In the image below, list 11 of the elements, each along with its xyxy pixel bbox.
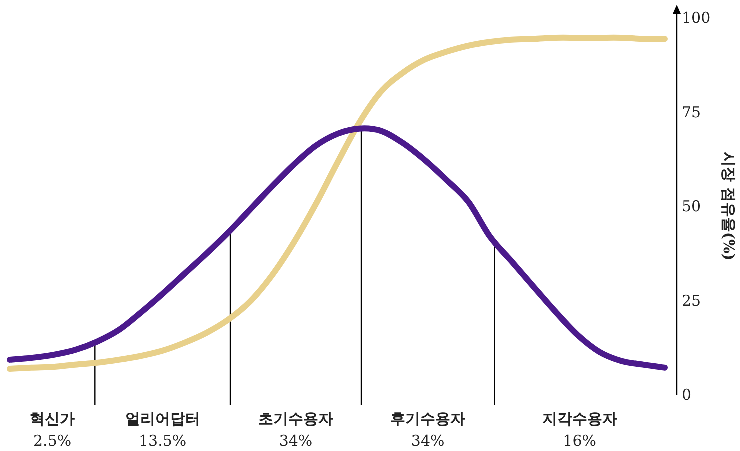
text: 혁신가 2.5% xyxy=(30,410,76,450)
text: 얼리어답터 13.5% xyxy=(125,410,200,450)
y-axis-title: 시장 점유율(%) xyxy=(720,152,738,261)
text: 지각수용자 16% xyxy=(542,410,618,450)
text: 초기수용자 34% xyxy=(258,410,334,450)
y-tick-label: 50 xyxy=(682,198,702,216)
y-tick-label: 0 xyxy=(682,386,692,404)
y-tick-label: 75 xyxy=(682,103,702,122)
text: 후기수용자 34% xyxy=(390,410,466,450)
y-tick-label: 25 xyxy=(682,292,702,310)
y-tick-label: 100 xyxy=(682,9,711,27)
